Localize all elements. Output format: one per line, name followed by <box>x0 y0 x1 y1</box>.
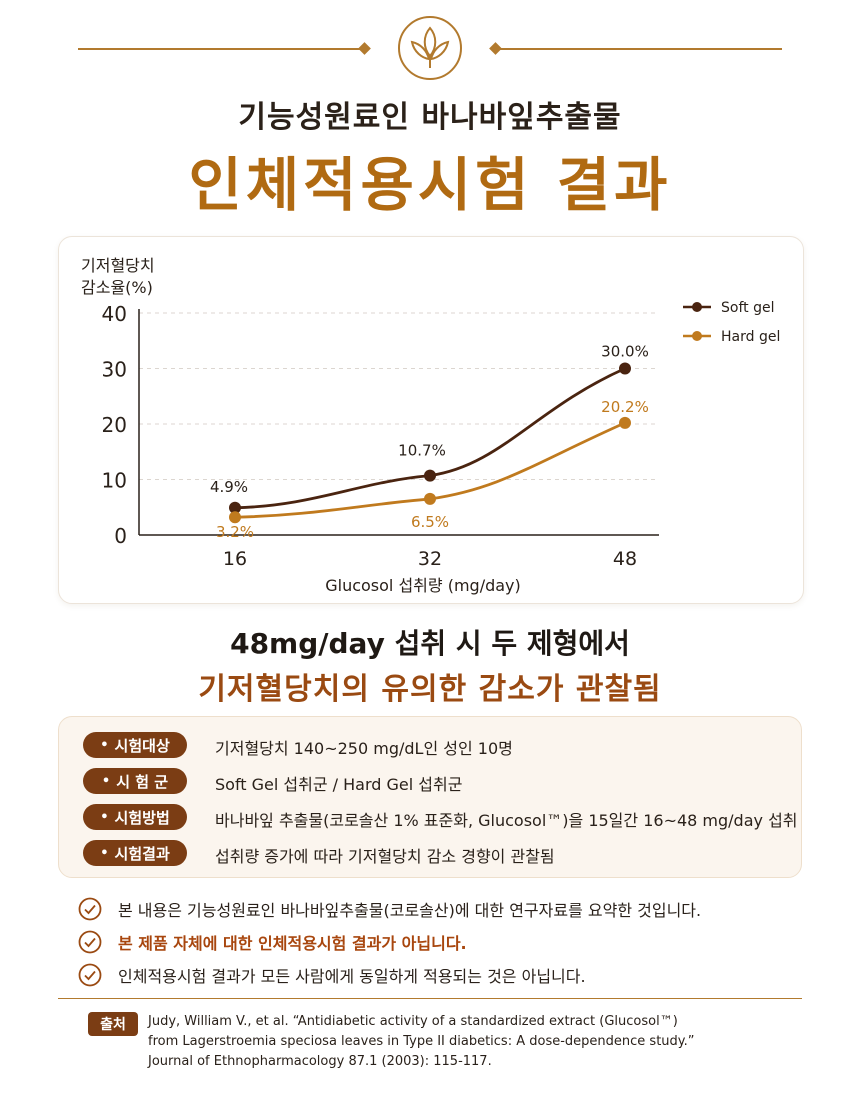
legend-label: Soft gel <box>721 300 774 316</box>
series-line <box>234 367 626 510</box>
y-tick-label: 20 <box>102 413 127 437</box>
y-axis-label: 기저혈당치 <box>81 256 155 275</box>
x-tick-label: 32 <box>418 548 442 570</box>
info-label-pill: • 시험방법 <box>83 804 187 830</box>
legend-label: Hard gel <box>721 329 780 345</box>
check-circle-icon <box>78 930 102 954</box>
info-label-pill: • 시험대상 <box>83 732 187 758</box>
citation-line: from Lagerstroemia speciosa leaves in Ty… <box>148 1034 695 1049</box>
y-tick-label: 10 <box>102 469 127 493</box>
info-text: 섭취량 증가에 따라 기저혈당치 감소 경향이 관찰됨 <box>215 847 555 866</box>
bullet-icon: • <box>101 773 111 789</box>
notice-item: 인체적용시험 결과가 모든 사람에게 동일하게 적용되는 것은 아닙니다. <box>78 962 586 988</box>
notice-text: 본 내용은 기능성원료인 바나바잎추출물(코로솔산)에 대한 연구자료를 요약한… <box>118 901 702 920</box>
source-divider <box>58 998 802 999</box>
page-title: 인체적용시험 결과 <box>188 151 672 219</box>
y-tick-label: 0 <box>114 524 127 548</box>
x-axis-label: Glucosol 섭취량 (mg/day) <box>325 576 521 595</box>
notice-item: 본 내용은 기능성원료인 바나바잎추출물(코로솔산)에 대한 연구자료를 요약한… <box>78 896 701 922</box>
data-label: 30.0% <box>601 343 649 361</box>
conclusion-line-1: 48mg/day 섭취 시 두 제형에서 <box>230 627 630 660</box>
y-axis-label: 감소율(%) <box>81 278 153 297</box>
citation-line: Journal of Ethnopharmacology 87.1 (2003)… <box>148 1054 492 1069</box>
data-point <box>424 469 436 482</box>
diamond-ornament-right <box>489 42 502 55</box>
info-label-pill: • 시 험 군 <box>83 768 187 794</box>
info-text: 바나바잎 추출물(코로솔산 1% 표준화, Glucosol™)을 15일간 1… <box>215 811 798 830</box>
bullet-icon: • <box>100 737 109 753</box>
notice-text: 인체적용시험 결과가 모든 사람에게 동일하게 적용되는 것은 아닙니다. <box>118 967 586 986</box>
y-tick-label: 30 <box>102 358 127 382</box>
x-tick-label: 16 <box>223 548 247 570</box>
diamond-ornament-left <box>358 42 371 55</box>
check-circle-icon <box>78 963 102 987</box>
data-label: 6.5% <box>411 513 449 531</box>
info-row-subject: • 시험대상 <box>83 731 187 759</box>
info-row-result: • 시험결과 <box>83 839 187 867</box>
data-point <box>229 511 241 524</box>
data-label: 4.9% <box>210 478 248 496</box>
bullet-icon: • <box>100 809 109 825</box>
info-row-group: • 시 험 군 <box>83 767 187 795</box>
data-point <box>229 501 241 514</box>
data-label: 10.7% <box>398 442 446 460</box>
legend-marker <box>692 302 702 312</box>
citation-line: Judy, William V., et al. “Antidiabetic a… <box>148 1014 678 1029</box>
study-info-box: • 시험대상 기저혈당치 140~250 mg/dL인 성인 10명 • 시 험 군… <box>58 716 802 878</box>
source-badge: 출처 <box>88 1012 138 1036</box>
legend-marker <box>692 331 702 341</box>
notice-text-highlight: 본 제품 자체에 대한 인체적용시험 결과가 아닙니다. <box>118 934 467 953</box>
info-label-pill: • 시험결과 <box>83 840 187 866</box>
source-citation: Judy, William V., et al. “Antidiabetic a… <box>148 1012 768 1072</box>
check-circle-icon <box>78 897 102 921</box>
data-label: 3.2% <box>216 523 254 541</box>
leaf-logo-icon <box>398 16 462 80</box>
info-label: 시험방법 <box>114 808 170 827</box>
page-subtitle: 기능성원료인 바나바잎추출물 <box>238 100 622 135</box>
x-tick-label: 48 <box>613 548 637 570</box>
y-tick-label: 40 <box>102 302 127 326</box>
data-point <box>424 492 436 505</box>
info-label: 시험대상 <box>114 736 170 755</box>
info-text: Soft Gel 섭취군 / Hard Gel 섭취군 <box>215 775 463 794</box>
header-divider-left <box>78 48 366 50</box>
info-row-method: • 시험방법 <box>83 803 187 831</box>
header-divider-right <box>496 48 782 50</box>
info-label: 시험결과 <box>114 844 170 863</box>
info-label: 시 험 군 <box>116 772 169 791</box>
data-point <box>619 416 631 429</box>
info-text: 기저혈당치 140~250 mg/dL인 성인 10명 <box>215 739 513 758</box>
data-label: 20.2% <box>601 398 649 416</box>
notice-item: 본 제품 자체에 대한 인체적용시험 결과가 아닙니다. <box>78 929 467 955</box>
data-point <box>619 362 631 375</box>
bullet-icon: • <box>100 845 109 861</box>
conclusion-line-2: 기저혈당치의 유의한 감소가 관찰됨 <box>198 672 662 707</box>
